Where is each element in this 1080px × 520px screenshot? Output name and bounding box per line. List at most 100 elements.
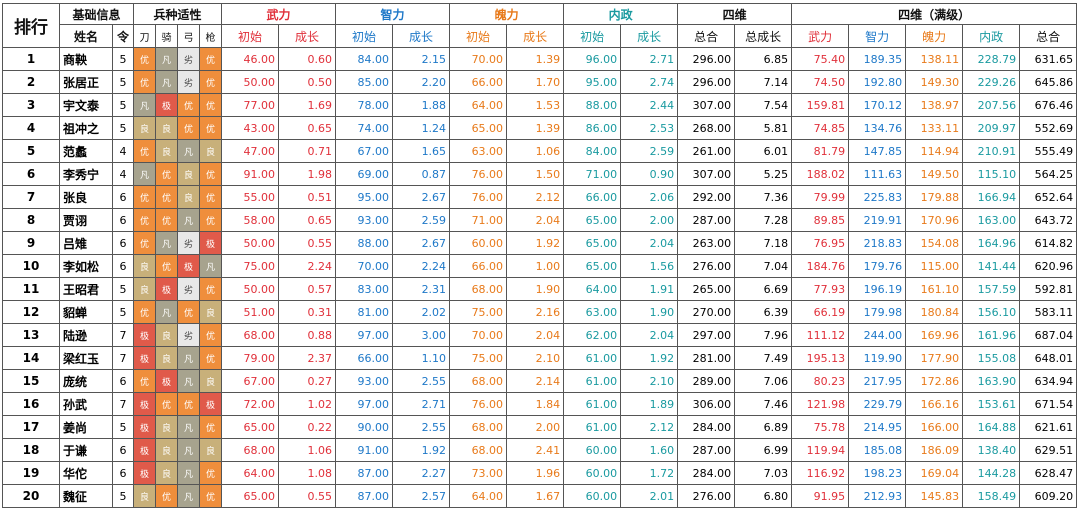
max-wuli-cell: 79.99 [791, 185, 850, 209]
qiang-aptitude-cell: 优 [199, 208, 223, 232]
wuli-growth-cell: 2.24 [278, 254, 337, 278]
dao-aptitude-cell: 极 [133, 346, 157, 370]
max-poli-cell: 179.88 [905, 185, 964, 209]
gong-header: 弓 [177, 24, 201, 48]
wuli-growth-cell: 0.55 [278, 231, 337, 255]
zhili-init-cell: 87.00 [335, 484, 394, 508]
max-wuli-cell: 119.94 [791, 438, 850, 462]
max-wuli-cell: 111.12 [791, 323, 850, 347]
total-growth-cell: 6.80 [734, 484, 793, 508]
total-cell: 296.00 [677, 70, 736, 94]
total-growth-cell: 7.49 [734, 346, 793, 370]
total-growth-cell: 6.39 [734, 300, 793, 324]
total-header: 总合 [677, 24, 736, 48]
max-zhili-cell: 196.19 [848, 277, 907, 301]
poli-growth-cell: 1.92 [506, 231, 565, 255]
poli-growth-cell: 1.00 [506, 254, 565, 278]
total-cell: 297.00 [677, 323, 736, 347]
dao-aptitude-cell: 优 [133, 300, 157, 324]
ling-cell: 6 [111, 208, 135, 232]
max-zhili-cell: 134.76 [848, 116, 907, 140]
neizheng-init-cell: 65.00 [563, 254, 622, 278]
name-cell: 张良 [59, 185, 113, 209]
total-cell: 292.00 [677, 185, 736, 209]
qi-aptitude-cell: 极 [155, 277, 179, 301]
gong-aptitude-cell: 优 [177, 392, 201, 416]
table-row: 4 祖冲之 5 良良优优 43.00 0.65 74.00 1.24 65.00 1.39 86.0… [2, 116, 1078, 140]
max-neizheng-cell: 155.08 [962, 346, 1021, 370]
poli-growth-cell: 1.90 [506, 277, 565, 301]
total-cell: 268.00 [677, 116, 736, 140]
total-cell: 284.00 [677, 461, 736, 485]
max-zhili-cell: 185.08 [848, 438, 907, 462]
zhili-init-cell: 93.00 [335, 208, 394, 232]
zhili-growth-cell: 0.87 [392, 162, 451, 186]
qiang-aptitude-cell: 优 [199, 162, 223, 186]
total-growth-cell: 7.03 [734, 461, 793, 485]
neizheng-init-cell: 66.00 [563, 185, 622, 209]
poli-growth-cell: 1.39 [506, 116, 565, 140]
table-row: 14 梁红玉 7 极良凡优 79.00 2.37 66.00 1.10 75.00 2.10 61.… [2, 346, 1078, 370]
poli-growth-cell: 1.53 [506, 93, 565, 117]
total-cell: 276.00 [677, 484, 736, 508]
poli-init-cell: 73.00 [449, 461, 508, 485]
neizheng-growth-cell: 2.53 [620, 116, 679, 140]
zhili-init-cell: 85.00 [335, 70, 394, 94]
poli-init-cell: 68.00 [449, 277, 508, 301]
zhili-init-cell: 70.00 [335, 254, 394, 278]
max-neizheng-cell: 210.91 [962, 139, 1021, 163]
wuli-growth-cell: 0.22 [278, 415, 337, 439]
poli-growth-cell: 2.00 [506, 415, 565, 439]
max-neizheng-cell: 115.10 [962, 162, 1021, 186]
poli-init-cell: 63.00 [449, 139, 508, 163]
total-growth-cell: 6.01 [734, 139, 793, 163]
qiang-aptitude-cell: 优 [199, 116, 223, 140]
poli-growth-cell: 2.41 [506, 438, 565, 462]
wuli-init-cell: 65.00 [221, 484, 280, 508]
max-poli-cell: 149.50 [905, 162, 964, 186]
neizheng-growth-cell: 0.90 [620, 162, 679, 186]
max-poli-cell: 161.10 [905, 277, 964, 301]
max-total-cell: 676.46 [1019, 93, 1078, 117]
max-poli-cell: 166.16 [905, 392, 964, 416]
dao-aptitude-cell: 极 [133, 438, 157, 462]
gong-aptitude-cell: 优 [177, 300, 201, 324]
neizheng-init-cell: 65.00 [563, 208, 622, 232]
name-cell: 华佗 [59, 461, 113, 485]
max-total-cell: 628.47 [1019, 461, 1078, 485]
poli-growth-cell: 1.70 [506, 70, 565, 94]
neizheng-init-cell: 64.00 [563, 277, 622, 301]
total-cell: 284.00 [677, 415, 736, 439]
max-total-cell: 555.49 [1019, 139, 1078, 163]
neizheng-init-cell: 65.00 [563, 231, 622, 255]
neizheng-init-cell: 60.00 [563, 484, 622, 508]
qiang-aptitude-cell: 优 [199, 461, 223, 485]
total-cell: 307.00 [677, 162, 736, 186]
wuli-growth-cell: 2.37 [278, 346, 337, 370]
max-poli-cell: 172.86 [905, 369, 964, 393]
poli-init-cell: 76.00 [449, 392, 508, 416]
zhili-growth-cell: 2.31 [392, 277, 451, 301]
gong-aptitude-cell: 凡 [177, 415, 201, 439]
poli-growth-header: 成长 [506, 24, 565, 48]
neizheng-growth-cell: 1.90 [620, 300, 679, 324]
ling-cell: 7 [111, 346, 135, 370]
neizheng-growth-cell: 2.04 [620, 323, 679, 347]
neizheng-init-cell: 71.00 [563, 162, 622, 186]
table-row: 1 商鞅 5 优凡劣优 46.00 0.60 84.00 2.15 70.00 1.39 96.00… [2, 47, 1078, 71]
rank-cell: 3 [2, 93, 60, 117]
wuli-init-cell: 72.00 [221, 392, 280, 416]
max-neizheng-cell: 153.61 [962, 392, 1021, 416]
poli-init-cell: 76.00 [449, 185, 508, 209]
wuli-growth-cell: 0.65 [278, 208, 337, 232]
zhili-init-cell: 81.00 [335, 300, 394, 324]
dao-aptitude-cell: 凡 [133, 162, 157, 186]
max-poli-cell: 115.00 [905, 254, 964, 278]
qiang-aptitude-cell: 优 [199, 346, 223, 370]
rank-cell: 14 [2, 346, 60, 370]
poli-growth-cell: 1.50 [506, 162, 565, 186]
zhili-init-cell: 90.00 [335, 415, 394, 439]
wuli-growth-cell: 0.57 [278, 277, 337, 301]
table-row: 5 范蠡 4 优良凡良 47.00 0.71 67.00 1.65 63.00 1.06 84.00… [2, 139, 1078, 163]
total-growth-cell: 6.89 [734, 415, 793, 439]
